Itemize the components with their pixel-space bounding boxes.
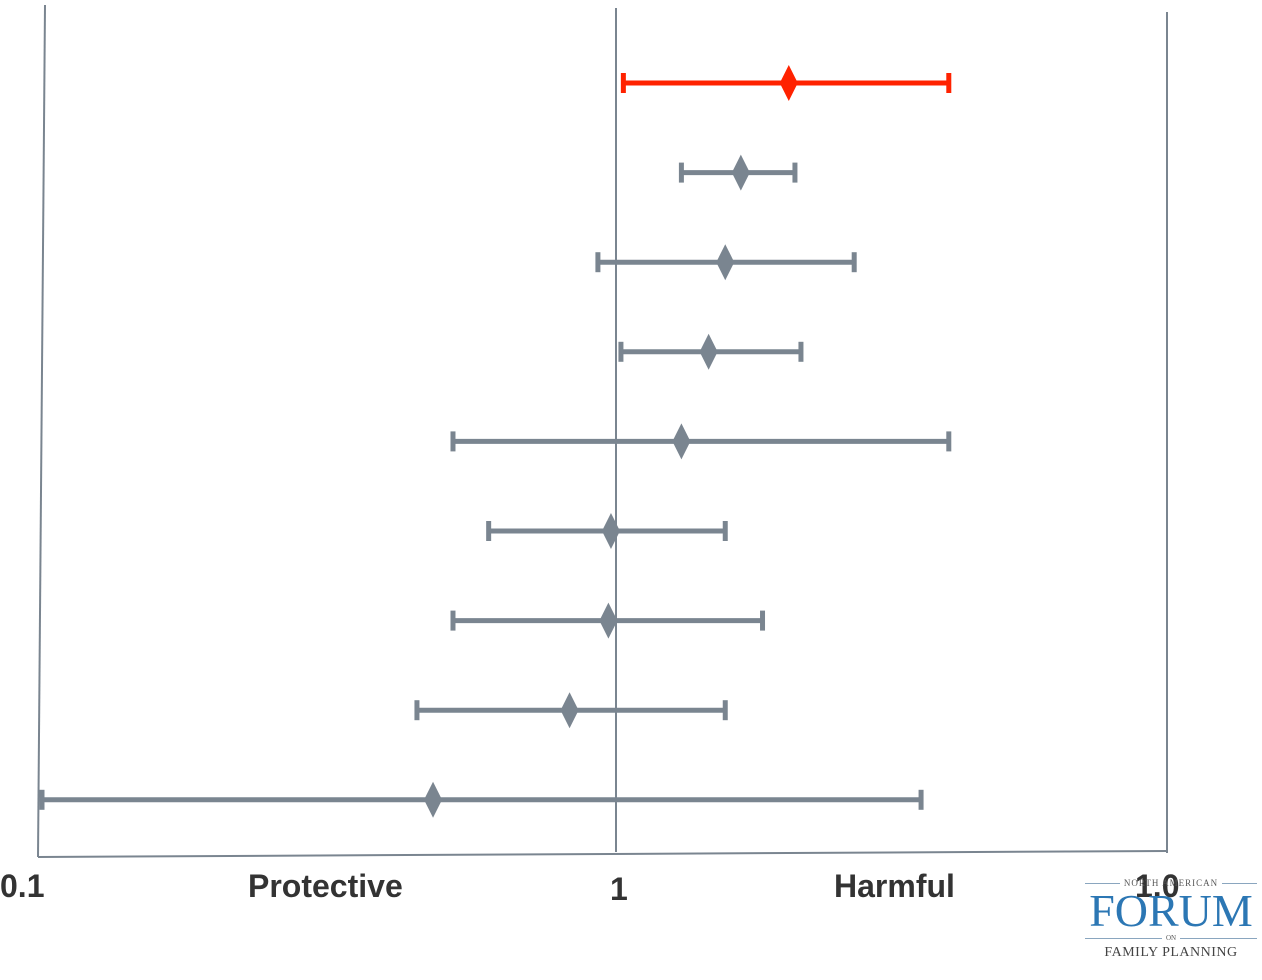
forest-row (486, 513, 728, 549)
forest-row (450, 423, 952, 460)
forest-row (618, 333, 804, 370)
logo-rule (1085, 937, 1162, 939)
x-axis-max-label: 1.0 (1135, 868, 1180, 904)
logo-middle-row: ON (1085, 934, 1257, 942)
forest-row (39, 781, 924, 818)
harmful-label: Harmful (834, 868, 955, 904)
logo-rule (1222, 882, 1257, 884)
logo-rule (1085, 882, 1120, 884)
baseline-axis (37, 850, 1168, 858)
logo-top-row: NORTH AMERICAN (1085, 878, 1257, 888)
logo-middle-text: ON (1165, 934, 1177, 942)
forest-rows (39, 65, 952, 818)
x-axis-min-label: 0.1 (0, 868, 45, 904)
point-estimate-diamond (731, 154, 750, 191)
logo-main-text: FORUM (1089, 885, 1253, 936)
point-estimate-diamond (699, 333, 718, 370)
forest-row (678, 154, 798, 191)
forest-row (620, 65, 952, 101)
point-estimate-diamond (560, 692, 579, 729)
reference-value-label: 1 (610, 871, 628, 907)
left-axis-line (37, 4, 46, 858)
point-estimate-diamond (779, 65, 798, 101)
logo-rule (1180, 937, 1257, 939)
forest-row (450, 602, 766, 639)
point-estimate-diamond (601, 513, 620, 549)
point-estimate-diamond (672, 423, 691, 460)
logo-top-text: NORTH AMERICAN (1123, 878, 1219, 888)
forum-logo: NORTH AMERICAN FORUM ON FAMILY PLANNING (1085, 878, 1257, 980)
point-estimate-diamond (599, 602, 618, 639)
protective-label: Protective (248, 868, 403, 904)
forest-row (595, 244, 857, 281)
point-estimate-diamond (424, 781, 443, 818)
forest-row (414, 692, 728, 729)
logo-bottom-text: FAMILY PLANNING (1104, 945, 1238, 960)
point-estimate-diamond (716, 244, 735, 281)
